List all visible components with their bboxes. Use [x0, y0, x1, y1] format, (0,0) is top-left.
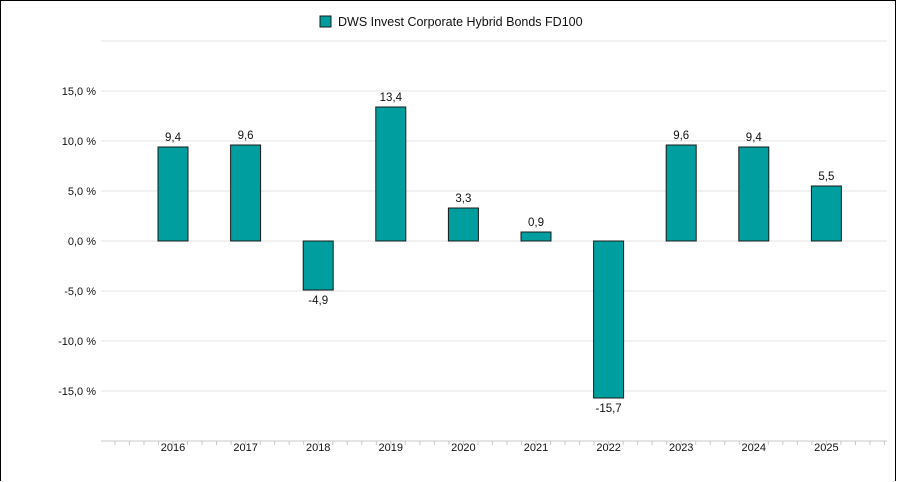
y-tick-label: -5,0 % [64, 286, 96, 298]
bar-value-label: -4,9 [308, 295, 328, 307]
bar-value-label: 0,9 [528, 217, 544, 229]
bar [375, 106, 407, 242]
x-tick-label: 2020 [451, 442, 475, 454]
x-tick-label: 2022 [596, 442, 620, 454]
x-tick-label: 2019 [379, 442, 403, 454]
x-axis: 2016 2017 2018 2019 2020 2021 2022 2023 2024 2025 [101, 440, 887, 454]
bar-value-label: 5,5 [818, 171, 834, 183]
bar [738, 146, 770, 242]
y-tick-label: 0,0 % [68, 236, 96, 248]
bar-value-label: 9,4 [165, 132, 182, 144]
bar [810, 185, 842, 242]
bar [230, 144, 262, 242]
x-tick-label: 2021 [524, 442, 548, 454]
bars [157, 106, 842, 399]
x-tick-label: 2025 [814, 442, 838, 454]
y-tick-label: 15,0 % [62, 86, 96, 98]
y-axis-tick-labels: 15,0 % 10,0 % 5,0 % 0,0 % -5,0 % -10,0 % -15,0… [58, 86, 96, 398]
legend-label: DWS Invest Corporate Hybrid Bonds FD100 [338, 15, 583, 29]
bar [665, 144, 697, 242]
x-tick-label: 2024 [742, 442, 766, 454]
bar-value-label: 3,3 [455, 193, 471, 205]
bar [302, 240, 334, 291]
bar-value-label: 9,4 [746, 132, 763, 144]
x-tick-label: 2017 [233, 442, 257, 454]
y-tick-label: 10,0 % [62, 136, 96, 148]
bar-value-label: 13,4 [380, 92, 403, 104]
bar [157, 146, 189, 242]
bar-value-label: 9,6 [238, 130, 254, 142]
bar [593, 240, 625, 399]
y-tick-label: -10,0 % [58, 336, 96, 348]
y-tick-label: 5,0 % [68, 186, 96, 198]
bar [520, 231, 552, 242]
bar-value-label: -15,7 [595, 403, 621, 415]
legend-swatch [319, 15, 332, 28]
x-tick-label: 2016 [161, 442, 185, 454]
x-tick-label: 2023 [669, 442, 693, 454]
legend[interactable]: DWS Invest Corporate Hybrid Bonds FD100 [319, 15, 583, 29]
bar-value-labels: 9,4 9,6 -4,9 13,4 3,3 0,9 -15,7 9,6 9,4 5,5 [165, 92, 834, 415]
x-tick-label: 2018 [306, 442, 330, 454]
y-tick-label: -15,0 % [58, 386, 96, 398]
bar [447, 207, 479, 242]
bar-value-label: 9,6 [673, 130, 689, 142]
